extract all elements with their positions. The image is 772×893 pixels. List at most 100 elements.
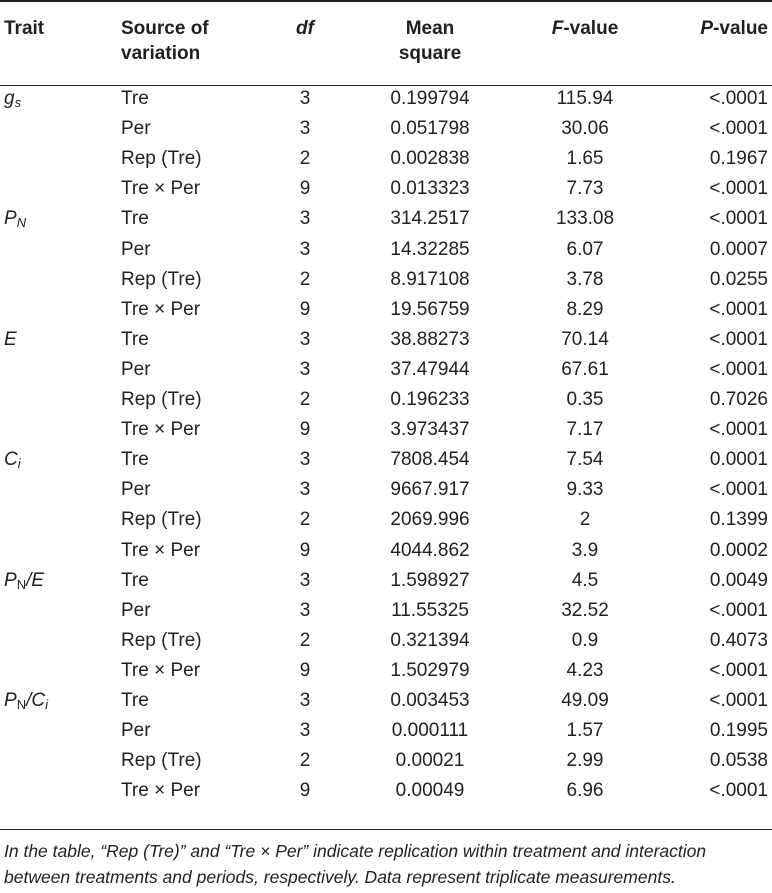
p-value-cell: <.0001 (709, 178, 768, 200)
source-cell: Tre × Per (121, 659, 201, 681)
f-value-cell: 30.06 (561, 118, 609, 140)
trait-label: Ci (4, 449, 21, 472)
source-cell: Tre (121, 88, 149, 109)
f-value-cell: 4.5 (571, 569, 599, 591)
df-cell: 9 (299, 419, 311, 441)
header-f-value: F-value (551, 18, 619, 39)
df-cell: 3 (299, 88, 311, 109)
f-value-cell: 0.9 (571, 629, 599, 651)
mean-square-cell: 314.2517 (390, 208, 470, 230)
source-cell: Tre × Per (121, 178, 201, 200)
f-value-cell: 7.54 (566, 449, 604, 471)
f-value-cell: 133.08 (555, 208, 615, 230)
p-value-cell: <.0001 (709, 358, 768, 380)
df-cell: 3 (299, 569, 311, 591)
df-cell: 3 (299, 358, 311, 380)
f-value-cell: 70.14 (561, 328, 609, 350)
source-cell: Rep (Tre) (121, 629, 202, 651)
f-value-cell: 7.17 (566, 419, 604, 441)
f-value-cell: 67.61 (561, 358, 609, 380)
mean-square-cell: 0.199794 (390, 88, 470, 109)
source-cell: Tre (121, 208, 149, 230)
mean-square-cell: 2069.996 (390, 509, 470, 531)
mean-square-cell: 0.051798 (390, 118, 470, 140)
mean-square-cell: 7808.454 (390, 449, 470, 471)
mean-square-cell: 14.32285 (390, 238, 470, 260)
p-value-cell: 0.4073 (709, 629, 768, 651)
f-value-cell: 49.09 (561, 690, 609, 711)
df-cell: 3 (299, 238, 311, 260)
df-cell: 2 (299, 629, 311, 651)
p-value-cell: 0.0538 (709, 750, 768, 772)
source-cell: Tre × Per (121, 539, 201, 561)
p-value-cell: 0.1399 (709, 509, 768, 531)
df-cell: 3 (299, 208, 311, 230)
source-cell: Rep (Tre) (121, 750, 202, 772)
df-cell: 2 (299, 389, 311, 410)
bottom-rule (0, 829, 772, 830)
trait-label: E (4, 328, 17, 350)
p-value-cell: <.0001 (709, 599, 768, 621)
f-value-cell: 1.57 (566, 720, 604, 742)
df-cell: 9 (299, 659, 311, 681)
p-value-cell: 0.0002 (709, 539, 768, 561)
mean-square-cell: 0.00021 (395, 750, 465, 772)
df-cell: 9 (299, 539, 311, 561)
mean-square-cell: 0.00049 (395, 780, 465, 802)
source-cell: Tre × Per (121, 298, 201, 320)
mean-square-cell: 4044.862 (390, 539, 470, 561)
f-value-cell: 3.9 (571, 539, 599, 561)
p-value-cell: 0.0255 (709, 268, 768, 290)
df-cell: 9 (299, 298, 311, 320)
df-cell: 9 (299, 780, 311, 802)
p-value-cell: <.0001 (709, 659, 768, 681)
header-mean-square: Mean square (398, 18, 462, 64)
f-value-cell: 6.96 (566, 780, 604, 802)
p-value-cell: <.0001 (709, 208, 768, 230)
f-value-cell: 32.52 (561, 599, 609, 621)
p-value-cell: <.0001 (709, 118, 768, 140)
f-value-cell: 1.65 (566, 148, 604, 170)
mean-square-cell: 38.88273 (390, 328, 470, 350)
trait-label: PN/E (4, 569, 45, 592)
source-cell: Tre (121, 569, 149, 591)
header-p-value: P-value (700, 18, 768, 39)
mean-square-cell: 0.013323 (390, 178, 470, 200)
mean-square-cell: 0.002838 (390, 148, 470, 170)
source-cell: Rep (Tre) (121, 389, 202, 410)
source-cell: Rep (Tre) (121, 509, 202, 531)
mean-square-cell: 1.502979 (390, 659, 470, 681)
df-cell: 3 (299, 479, 311, 501)
source-cell: Rep (Tre) (121, 268, 202, 290)
mean-square-cell: 0.003453 (390, 690, 470, 711)
header-trait: Trait (4, 18, 45, 39)
source-cell: Per (121, 720, 151, 742)
p-value-cell: 0.1995 (709, 720, 768, 742)
mean-square-cell: 37.47944 (390, 358, 470, 380)
source-cell: Rep (Tre) (121, 148, 202, 170)
header-source: Source of variation (121, 18, 209, 64)
mean-square-cell: 0.000111 (391, 720, 469, 742)
p-value-cell: <.0001 (709, 88, 768, 109)
mean-square-cell: 1.598927 (390, 569, 470, 591)
df-cell: 2 (299, 148, 311, 170)
f-value-cell: 3.78 (566, 268, 604, 290)
f-value-cell: 6.07 (566, 238, 604, 260)
p-value-cell: <.0001 (709, 328, 768, 350)
f-value-cell: 2.99 (566, 750, 604, 772)
mean-square-cell: 0.321394 (390, 629, 470, 651)
p-value-cell: 0.0007 (709, 238, 768, 260)
f-value-cell: 4.23 (566, 659, 604, 681)
source-cell: Tre (121, 328, 149, 350)
trait-label: PN/Ci (4, 690, 48, 712)
f-value-cell: 8.29 (566, 298, 604, 320)
source-cell: Tre × Per (121, 419, 201, 441)
mean-square-cell: 8.917108 (390, 268, 470, 290)
f-value-cell: 0.35 (566, 389, 604, 410)
mean-square-cell: 11.55325 (391, 599, 469, 621)
trait-label: gs (4, 88, 22, 110)
mean-square-cell: 19.56759 (390, 298, 470, 320)
top-rule (0, 0, 772, 2)
source-cell: Per (121, 238, 151, 260)
source-cell: Per (121, 479, 151, 501)
